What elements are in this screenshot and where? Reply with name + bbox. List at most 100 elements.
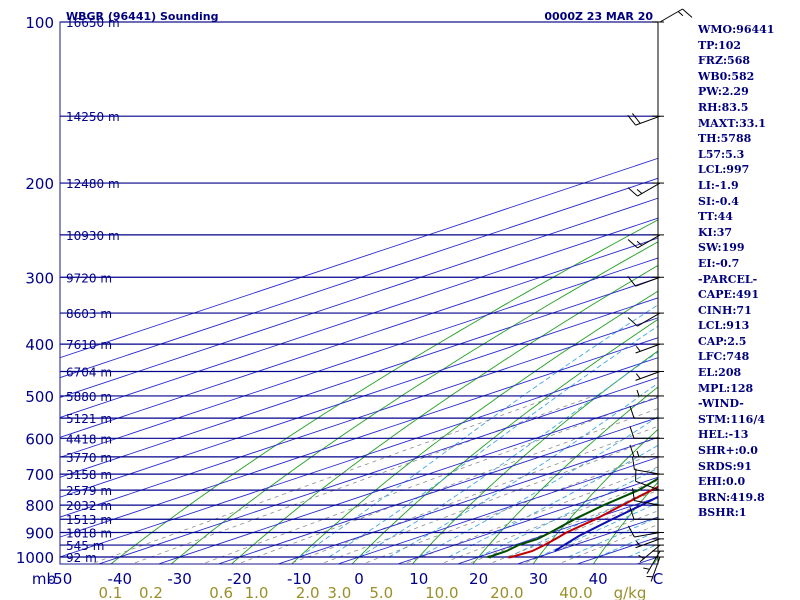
wind-barb	[627, 234, 664, 249]
mixing-ratio-label: 0.1	[98, 584, 122, 600]
index-item: STM:116/4	[698, 412, 765, 426]
mixing-ratio-line	[287, 425, 658, 564]
isotherm	[216, 416, 658, 564]
wind-barb	[627, 312, 664, 327]
index-item: L57:5.3	[698, 147, 745, 161]
height-level-label: 3158 m	[66, 468, 112, 482]
sounding-traces	[485, 477, 658, 559]
wind-barb	[629, 405, 664, 419]
height-level-label: 7610 m	[66, 338, 112, 352]
wind-barb-flag	[627, 525, 635, 538]
isotherm	[60, 157, 658, 359]
isotherm	[97, 377, 658, 564]
index-item: SW:199	[698, 241, 745, 255]
height-level-label: 1513 m	[66, 513, 112, 527]
wind-barb-half-flag	[636, 188, 643, 194]
wind-barb-staff	[659, 8, 683, 23]
isotherm	[60, 357, 658, 558]
mixing-ratio-line	[439, 479, 658, 564]
wind-barb-flag	[682, 8, 693, 18]
height-level-label: 1018 m	[66, 527, 112, 541]
wind-barb-half-flag	[643, 567, 650, 570]
wind-barb-half-flag	[635, 373, 641, 379]
wind-barb	[627, 275, 664, 287]
pressure-tick-label: 800	[25, 497, 54, 515]
wind-barb-half-flag	[636, 389, 640, 397]
index-item: MAXT:33.1	[698, 116, 766, 130]
height-level-label: 14250 m	[66, 110, 120, 124]
wind-barb	[635, 343, 664, 354]
dry-adiabat	[170, 241, 658, 564]
wind-barb-flag	[629, 507, 635, 520]
dry-adiabat	[230, 264, 658, 564]
wind-barb	[646, 556, 664, 582]
wind-barb-flag	[629, 426, 635, 439]
temperature-tick-label: 20	[469, 570, 488, 588]
mixing-ratio-line	[487, 497, 658, 564]
wind-barb-flag	[627, 187, 638, 197]
height-level-label: 5880 m	[66, 390, 112, 404]
mixing-ratio-line	[557, 524, 658, 564]
wind-barb-staff	[650, 556, 661, 582]
index-item: PW:2.29	[698, 85, 749, 99]
pressure-tick-label: 200	[25, 175, 54, 193]
pressure-tick-label: 500	[25, 388, 54, 406]
wind-barb-staff	[634, 532, 661, 538]
index-item: EI:-0.7	[698, 256, 740, 270]
isotherm	[60, 217, 658, 418]
wind-barb-staff	[635, 370, 661, 381]
wind-barb	[627, 113, 664, 126]
isotherm	[60, 317, 658, 518]
temperature-tick-label: C	[653, 570, 663, 588]
index-item: TT:44	[698, 210, 733, 224]
isotherm	[157, 397, 658, 564]
index-item: BRN:419.8	[698, 490, 765, 504]
wind-barb-staff	[635, 538, 661, 549]
height-level-label: 3770 m	[66, 451, 112, 465]
height-level-label: 2032 m	[66, 499, 112, 513]
index-item: TH:5788	[698, 132, 752, 146]
pressure-tick-label: 900	[25, 525, 54, 543]
dry-adiabat	[411, 350, 658, 564]
mixing-ratio-line	[521, 510, 658, 564]
temperature-tick-label: -50	[48, 570, 73, 588]
dewpoint-trace	[485, 477, 658, 559]
temperature-tick-label: -10	[287, 570, 312, 588]
wind-barb-flag	[627, 114, 636, 126]
isotherm	[60, 197, 658, 399]
height-level-label: 92 m	[66, 551, 97, 565]
sounding-time: 0000Z 23 MAR 20	[544, 10, 653, 23]
index-item: -WIND-	[698, 397, 744, 411]
temperature-tick-label: 30	[529, 570, 548, 588]
wind-barb-half-flag	[636, 450, 640, 458]
wind-barb-half-flag	[635, 540, 641, 547]
wind-barb	[634, 389, 664, 397]
index-item: LCL:913	[698, 319, 750, 333]
mixing-ratio-label: 10.0	[425, 584, 458, 600]
height-level-label: 2579 m	[66, 484, 112, 498]
index-item: EHI:0.0	[698, 475, 746, 489]
isotherm	[60, 277, 658, 478]
wind-barb-staff	[635, 343, 661, 354]
index-item: WB0:582	[698, 69, 755, 83]
pressure-tick-label: 600	[25, 430, 54, 448]
wind-barb-staff	[646, 550, 661, 574]
wind-barb-flag	[632, 488, 635, 501]
isotherm	[60, 237, 658, 438]
wind-barb-half-flag	[638, 554, 645, 560]
wind-barb	[627, 525, 664, 538]
index-item: EL:208	[698, 366, 742, 380]
wind-barb-staff	[634, 500, 661, 506]
wind-barb	[635, 468, 664, 491]
dry-adiabat	[472, 386, 658, 564]
index-item: CAP:2.5	[698, 334, 747, 348]
index-item: SRDS:91	[698, 459, 752, 473]
index-item: LCL:997	[698, 163, 750, 177]
moist-adiabat	[538, 502, 658, 558]
wind-barb-staff	[635, 276, 661, 287]
mixing-ratio-label: 5.0	[369, 584, 393, 600]
wind-barb-flag	[627, 275, 636, 287]
wind-barb-staff	[639, 544, 661, 563]
